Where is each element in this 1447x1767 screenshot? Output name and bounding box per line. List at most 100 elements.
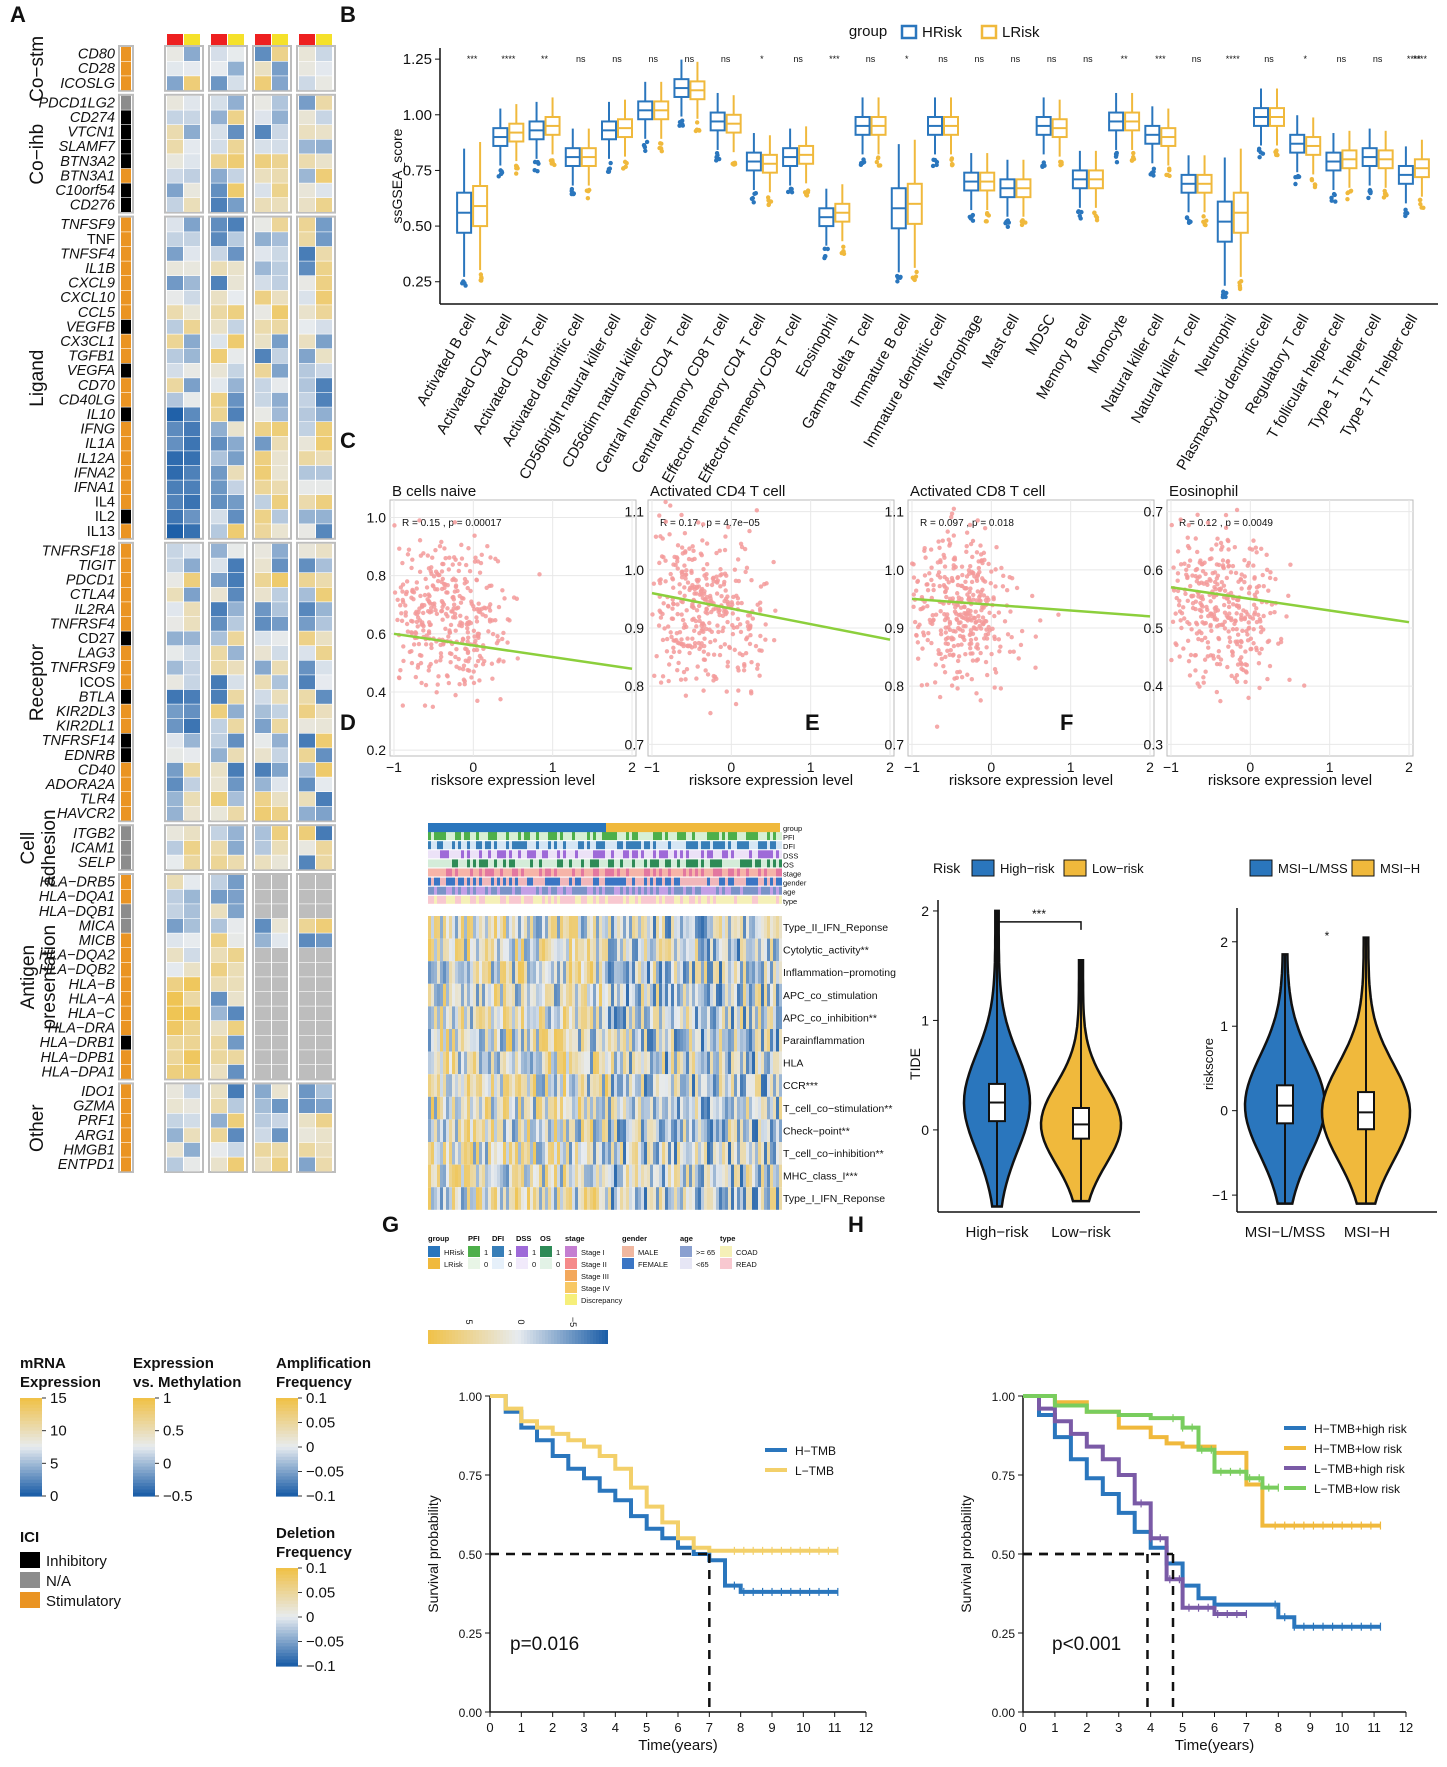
heatmap-cell [512, 1096, 515, 1120]
heatmap-cell [455, 1074, 458, 1097]
legend-gradient-step [276, 1584, 298, 1589]
box-outlier [1257, 154, 1262, 160]
heatmap-cell [167, 875, 183, 889]
annotation-cell [548, 832, 551, 841]
ici-cell [121, 904, 131, 919]
ici-cell [121, 392, 131, 407]
annotation-cell [560, 832, 563, 841]
heatmap-cell [167, 1035, 183, 1050]
annotation-cell [722, 868, 725, 877]
scatter-point [423, 642, 429, 647]
group-frame [296, 215, 336, 540]
legend-gradient-step [276, 1590, 298, 1595]
box-outlier [932, 157, 938, 163]
annotation-cell [590, 841, 593, 850]
ici-cell [121, 733, 131, 748]
annotation-cell [653, 877, 656, 886]
heatmap-cell [611, 1051, 614, 1075]
significance-label: ns [576, 54, 586, 64]
scatter-point [1183, 591, 1188, 596]
heatmap-cell [299, 1064, 315, 1079]
scatter-point [658, 615, 664, 620]
heatmap-cell [316, 125, 332, 139]
annotation-cell [746, 832, 749, 841]
scatter-point [1185, 620, 1190, 625]
gene-label: CD27 [78, 631, 115, 647]
heatmap-cell [680, 916, 683, 939]
annotation-cell [740, 895, 743, 904]
annotation-cell [653, 886, 656, 895]
heatmap-cell [211, 319, 227, 334]
scatter-point [1189, 627, 1194, 632]
heatmap-cell [228, 76, 244, 91]
box-outlier [586, 188, 591, 193]
heatmap-cell [184, 573, 200, 587]
annotation-cell [743, 868, 746, 877]
heatmap-cell [746, 1051, 749, 1075]
heatmap-cell [316, 183, 332, 198]
heatmap-cell [551, 1006, 554, 1029]
annotation-cell [542, 850, 545, 859]
heatmap-cell [539, 1096, 542, 1120]
scatter-point [697, 630, 702, 636]
scatter-point [487, 617, 493, 622]
scatter-point [1177, 654, 1182, 659]
heatmap-cell [467, 983, 470, 1007]
header-red-square [255, 34, 271, 46]
scatter-point [494, 641, 500, 646]
scatter-point [458, 620, 463, 625]
annotation-cell [680, 859, 683, 868]
heatmap-cell [731, 1074, 734, 1097]
annotation-cell [539, 877, 542, 886]
heatmap-cell [587, 1051, 590, 1075]
scatter-point [1196, 581, 1202, 586]
box-outlier [1220, 294, 1226, 300]
heatmap-cell [228, 451, 244, 466]
gene-label: HLA−DPB1 [40, 1050, 115, 1066]
heatmap-cell [695, 983, 698, 1007]
heatmap-cell [452, 983, 455, 1007]
heatmap-cell [557, 1051, 560, 1075]
scatter-point [964, 530, 970, 535]
heatmap-cell [228, 573, 244, 587]
annotation-cell [692, 850, 695, 859]
heatmap-cell [533, 1029, 536, 1052]
heatmap-cell [578, 983, 581, 1007]
track-label: group [783, 824, 802, 833]
scatter-point [1203, 669, 1208, 674]
annotation-cell [554, 850, 557, 859]
heatmap-cell [707, 983, 710, 1007]
heatmap-cell [761, 1051, 764, 1075]
scatter-point [684, 666, 690, 672]
heatmap-cell [530, 983, 533, 1007]
scatter-point [1239, 639, 1244, 645]
annotation-cell [482, 841, 485, 850]
heatmap-cell [608, 1096, 611, 1120]
scatter-point [947, 652, 952, 658]
heatmap-cell [731, 961, 734, 984]
heatmap-cell [464, 1074, 467, 1097]
heatmap-cell [272, 154, 288, 169]
legend-gradient-step [276, 1420, 298, 1425]
heatmap-cell [299, 646, 315, 660]
scatter-point [979, 576, 985, 581]
scatter-point [433, 547, 438, 553]
scatter-point [1239, 612, 1244, 617]
heatmap-cell [650, 1029, 653, 1052]
heatmap-cell [440, 983, 443, 1007]
annotation-cell [599, 850, 602, 859]
scatter-point [742, 661, 747, 667]
scatter-point [1173, 641, 1178, 646]
heatmap-cell [167, 1064, 183, 1079]
heatmap-cell [512, 916, 515, 939]
heatmap-cell [674, 1074, 677, 1097]
scatter-point [691, 548, 696, 554]
scatter-point [514, 596, 520, 601]
scatter-point [1214, 542, 1219, 547]
scatter-point [407, 649, 413, 655]
annotation-cell [614, 877, 617, 886]
heatmap-cell [647, 1029, 650, 1052]
scatter-point [446, 680, 452, 686]
legend-gradient-step [276, 1476, 298, 1481]
heatmap-cell [746, 916, 749, 939]
